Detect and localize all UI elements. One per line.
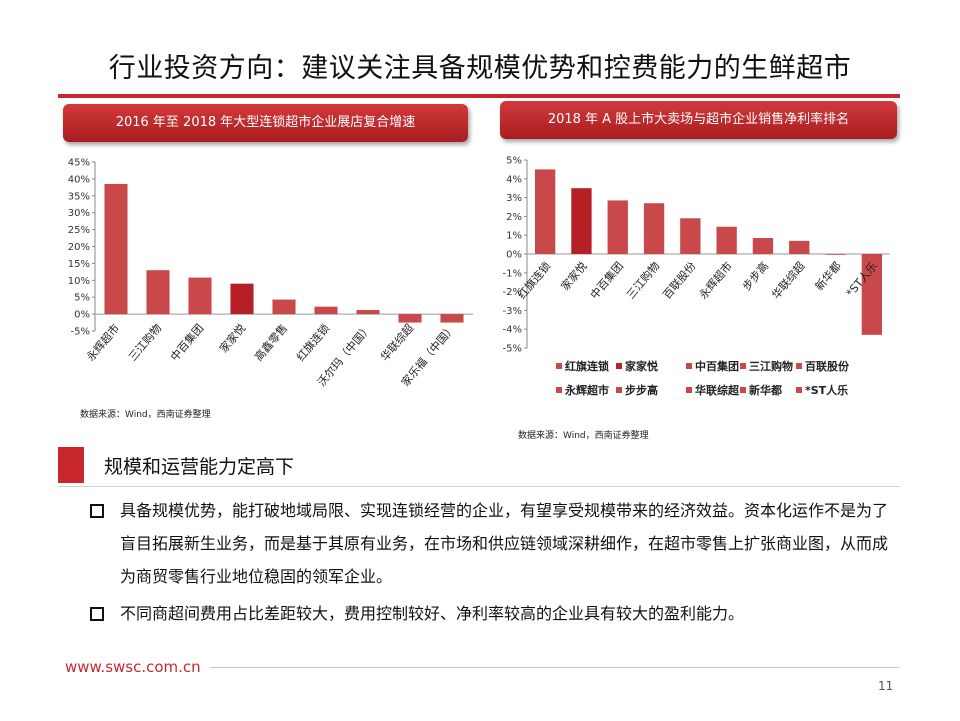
legend-swatch xyxy=(740,363,746,369)
y-tick-label: -1% xyxy=(503,268,522,279)
category-label: 华联综超 xyxy=(769,259,808,302)
y-tick-label: 3% xyxy=(506,193,522,204)
bullet-list: 具备规模优势，能打破地域局限、实现连锁经营的企业，有望享受规模带来的经济效益。资… xyxy=(90,494,900,634)
legend-label: 中百集团 xyxy=(695,359,739,373)
y-tick-label: 1% xyxy=(506,231,522,242)
bar xyxy=(534,169,556,254)
bar xyxy=(789,240,810,254)
bullet-item: 具备规模优势，能打破地域局限、实现连锁经营的企业，有望享受规模带来的经济效益。资… xyxy=(90,494,900,593)
section-marker xyxy=(58,447,84,483)
bullet-text: 具备规模优势，能打破地域局限、实现连锁经营的企业，有望享受规模带来的经济效益。资… xyxy=(120,501,889,586)
bar xyxy=(571,188,592,254)
y-tick-label: 30% xyxy=(68,208,90,219)
bar xyxy=(861,254,883,335)
category-label: 中百集团 xyxy=(167,321,206,364)
left-chart-source: 数据来源：Wind，西南证券整理 xyxy=(80,410,211,420)
legend-label: 华联综超 xyxy=(695,383,740,397)
bar xyxy=(398,314,422,323)
y-tick-label: -5% xyxy=(503,344,522,355)
y-tick-label: 5% xyxy=(506,156,522,167)
legend-swatch xyxy=(686,387,692,393)
category-label: 家家悦 xyxy=(558,259,590,293)
bar xyxy=(104,183,128,315)
bar xyxy=(314,306,338,315)
y-tick-label: 15% xyxy=(68,259,90,270)
footer-rule xyxy=(210,667,900,668)
legend-swatch xyxy=(796,363,802,369)
y-tick-label: -2% xyxy=(503,287,522,298)
legend-label: 永辉超市 xyxy=(564,383,609,397)
right-chart-source: 数据来源：Wind，西南证券整理 xyxy=(518,431,649,441)
bar xyxy=(607,200,628,254)
legend-label: 家家悦 xyxy=(625,359,658,373)
store-growth-chart: 45%40%35%30%25%20%15%10%5%0%-5%永辉超市 三江购物中… xyxy=(68,158,473,389)
section-divider xyxy=(58,486,900,487)
section-title: 规模和运营能力定高下 xyxy=(104,456,295,478)
bar xyxy=(230,283,254,315)
title-rule xyxy=(58,94,900,98)
bar xyxy=(188,277,212,315)
legend-label: 新华都 xyxy=(749,383,782,397)
y-tick-label: 35% xyxy=(68,191,90,202)
bar xyxy=(356,310,380,315)
legend-swatch xyxy=(686,363,692,369)
y-tick-label: 25% xyxy=(68,225,90,236)
legend-swatch xyxy=(616,363,622,369)
legend-label: 三江购物 xyxy=(749,359,793,373)
checkbox-bullet-icon xyxy=(90,504,104,518)
legend-swatch xyxy=(556,363,562,369)
bar xyxy=(272,299,296,315)
category-label: 红旗连锁 xyxy=(514,259,553,302)
bullet-text: 不同商超间费用占比差距较大，费用控制较好、净利率较高的企业具有较大的盈利能力。 xyxy=(120,604,745,623)
y-tick-label: 0% xyxy=(506,250,522,261)
left-chart-header: 2016 年至 2018 年大型连锁超市企业展店复合增速 xyxy=(63,104,468,142)
right-chart-header: 2018 年 A 股上市大卖场与超市企业销售净利率排名 xyxy=(500,101,897,139)
category-label: 新华都 xyxy=(812,259,844,293)
category-label: 红旗连锁 xyxy=(293,321,332,364)
legend-label: 步步高 xyxy=(625,383,658,397)
legend-swatch xyxy=(616,387,622,393)
category-label: 永辉超市 xyxy=(696,259,735,302)
net-margin-chart: 5%4%3%2%1%0%-1%-2%-3%-4%-5%红旗连锁 家家悦中百集团三江… xyxy=(503,156,890,397)
page-title: 行业投资方向：建议关注具备规模优势和控费能力的生鲜超市 xyxy=(108,53,852,84)
y-tick-label: -4% xyxy=(503,325,522,336)
category-label: 家家悦 xyxy=(216,321,248,355)
y-tick-label: 20% xyxy=(68,242,90,253)
legend-label: 百联股份 xyxy=(805,359,850,373)
category-label: 百联股份 xyxy=(660,260,698,302)
y-tick-label: 10% xyxy=(68,276,90,287)
y-tick-label: 2% xyxy=(506,212,522,223)
legend-label: 红旗连锁 xyxy=(565,359,609,373)
y-tick-label: 40% xyxy=(68,174,90,185)
website-link[interactable]: www.swsc.com.cn xyxy=(65,658,201,676)
category-label: 步步高 xyxy=(739,259,771,293)
bar xyxy=(643,203,665,254)
bar xyxy=(146,270,170,315)
legend-swatch xyxy=(796,387,802,393)
category-label: 高鑫零售 xyxy=(251,321,290,364)
y-tick-label: -3% xyxy=(503,306,522,317)
category-label: 三江购物 xyxy=(623,259,662,302)
legend-label: *ST人乐 xyxy=(805,383,848,397)
legend-swatch xyxy=(740,387,746,393)
y-tick-label: -5% xyxy=(71,327,90,338)
y-tick-label: 5% xyxy=(74,293,90,304)
category-label: 华联综超 xyxy=(377,321,416,364)
y-tick-label: 4% xyxy=(506,174,522,185)
bar xyxy=(680,218,701,254)
bar xyxy=(716,226,737,254)
checkbox-bullet-icon xyxy=(90,607,104,621)
page-number: 11 xyxy=(878,679,894,693)
bar xyxy=(752,238,774,254)
bar xyxy=(825,254,846,255)
y-tick-label: 45% xyxy=(68,158,90,169)
legend-swatch xyxy=(556,387,562,393)
bar xyxy=(440,314,464,323)
bullet-item: 不同商超间费用占比差距较大，费用控制较好、净利率较高的企业具有较大的盈利能力。 xyxy=(90,597,900,630)
y-tick-label: 0% xyxy=(74,310,90,321)
category-label: 三江购物 xyxy=(125,321,164,364)
category-label: 中百集团 xyxy=(587,259,626,302)
